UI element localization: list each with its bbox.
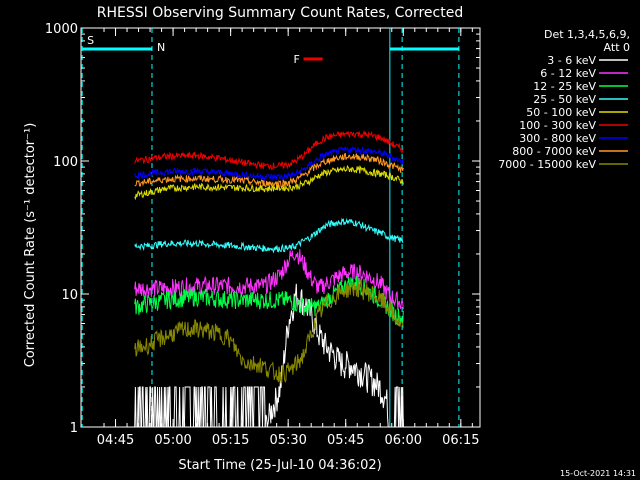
y-axis-title: Corrected Count Rate (s⁻¹ detector⁻¹) bbox=[23, 123, 38, 368]
legend-entry-label: 100 - 300 keV bbox=[519, 119, 596, 132]
x-tick-label: 06:00 bbox=[385, 433, 422, 448]
y-tick-label: 10 bbox=[61, 288, 78, 303]
series-line bbox=[134, 164, 404, 201]
legend-entry-label: 3 - 6 keV bbox=[547, 54, 596, 67]
x-tick-label: 06:15 bbox=[442, 433, 479, 448]
saa-flag-label: S bbox=[87, 34, 94, 47]
legend-entry-label: 7000 - 15000 keV bbox=[498, 158, 596, 171]
legend-header: Att 0 bbox=[604, 41, 630, 54]
y-tick-label: 1000 bbox=[45, 22, 78, 37]
series-line bbox=[134, 283, 404, 428]
x-tick-label: 04:45 bbox=[97, 433, 134, 448]
series-line bbox=[134, 217, 404, 254]
series-line bbox=[134, 152, 404, 188]
date-stamp: 15-Oct-2021 14:31 bbox=[560, 469, 636, 478]
series-line bbox=[134, 279, 404, 384]
legend-entry-label: 800 - 7000 keV bbox=[512, 145, 596, 158]
plot-frame bbox=[80, 27, 481, 428]
x-axis-title: Start Time (25-Jul-10 04:36:02) bbox=[178, 458, 381, 473]
series-line bbox=[134, 145, 404, 182]
y-tick-label: 1 bbox=[70, 421, 78, 436]
x-tick-label: 05:00 bbox=[154, 433, 191, 448]
legend-header: Det 1,3,4,5,6,9, bbox=[544, 28, 630, 41]
night-flag-label: N bbox=[157, 41, 165, 54]
x-tick-label: 05:30 bbox=[269, 433, 306, 448]
legend-entry-label: 6 - 12 keV bbox=[540, 67, 596, 80]
plot-area: 1 10 100 1000 04:45 05:00 05:15 05:30 05:45 06:00… bbox=[45, 22, 481, 448]
legend-entry-label: 300 - 800 keV bbox=[519, 132, 596, 145]
legend-entry-label: 50 - 100 keV bbox=[526, 106, 596, 119]
flare-flag-label: F bbox=[294, 53, 300, 66]
y-tick-label: 100 bbox=[53, 155, 78, 170]
series-line bbox=[134, 129, 404, 170]
legend-entry-label: 25 - 50 keV bbox=[533, 93, 596, 106]
legend-entry-label: 12 - 25 keV bbox=[533, 80, 596, 93]
series-line bbox=[134, 249, 404, 311]
x-tick-label: 05:15 bbox=[212, 433, 249, 448]
x-tick-label: 05:45 bbox=[327, 433, 364, 448]
chart-title: RHESSI Observing Summary Count Rates, Co… bbox=[97, 5, 463, 21]
